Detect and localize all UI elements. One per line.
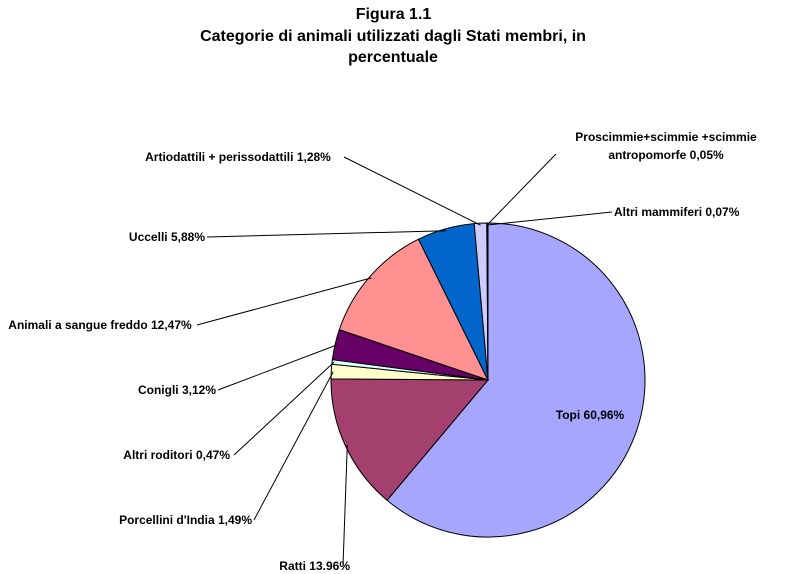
slice-value: 5,88%	[170, 230, 205, 244]
leader-line	[486, 153, 557, 226]
slice-value: 13.96%	[309, 559, 350, 573]
pie-slice	[386, 222, 646, 538]
slice-category: Uccelli	[128, 230, 168, 244]
slice-value: 0,07%	[705, 205, 740, 219]
leader-line	[343, 156, 481, 226]
slice-label: Conigli 3,12%	[20, 381, 216, 399]
slice-value: 3,12%	[181, 383, 216, 397]
slice-category: Porcellini d'India	[119, 513, 215, 527]
chart-subtitle: Categorie di animali utilizzati dagli St…	[200, 28, 586, 66]
slice-label: Porcellini d'India 1,49%	[20, 511, 252, 529]
slice-category: Animali a sangue freddo	[8, 318, 148, 332]
leader-line	[206, 230, 447, 238]
leader-line	[342, 445, 348, 567]
slice-category: Ratti	[279, 559, 306, 573]
pie-slice	[486, 222, 489, 381]
slice-label: Animali a sangue freddo 12,47%	[0, 316, 200, 334]
slice-value: 0,05%	[689, 148, 724, 162]
slice-category: Altri mammiferi	[614, 205, 703, 219]
leader-line	[196, 277, 372, 326]
leader-line	[217, 344, 338, 391]
slice-label: Altri roditori 0,47%	[20, 446, 230, 464]
slice-value: 0,47%	[195, 448, 230, 462]
slice-category: Altri roditori	[123, 448, 193, 462]
pie-slice	[338, 238, 489, 381]
leader-line	[253, 371, 334, 521]
slice-label: Uccelli 5,88%	[20, 228, 205, 246]
slice-label: Topi 60,96%	[530, 406, 650, 424]
slice-category: Artiodattili + perissodattili	[145, 150, 294, 164]
slice-label: Ratti 13.96%	[230, 557, 350, 574]
slice-value: 1,49%	[217, 513, 252, 527]
chart-title: Figura 1.1	[355, 6, 432, 23]
slice-value: 12,47%	[151, 318, 192, 332]
slice-category: Topi	[555, 408, 581, 422]
leader-line	[487, 211, 613, 226]
slice-value: 1,28%	[296, 150, 331, 164]
slice-value: 60,96%	[583, 408, 625, 422]
slice-category: Conigli	[137, 383, 179, 397]
slice-label: Artiodattili + perissodattili 1,28%	[130, 148, 346, 166]
slice-label: Proscimmie+scimmie +scimmie antropomorfe…	[548, 128, 784, 164]
slice-label: Altri mammiferi 0,07%	[614, 203, 784, 221]
leader-line	[233, 361, 335, 456]
pie-slice	[330, 378, 490, 501]
slice-category: Proscimmie+scimmie +scimmie antropomorfe	[575, 130, 757, 162]
